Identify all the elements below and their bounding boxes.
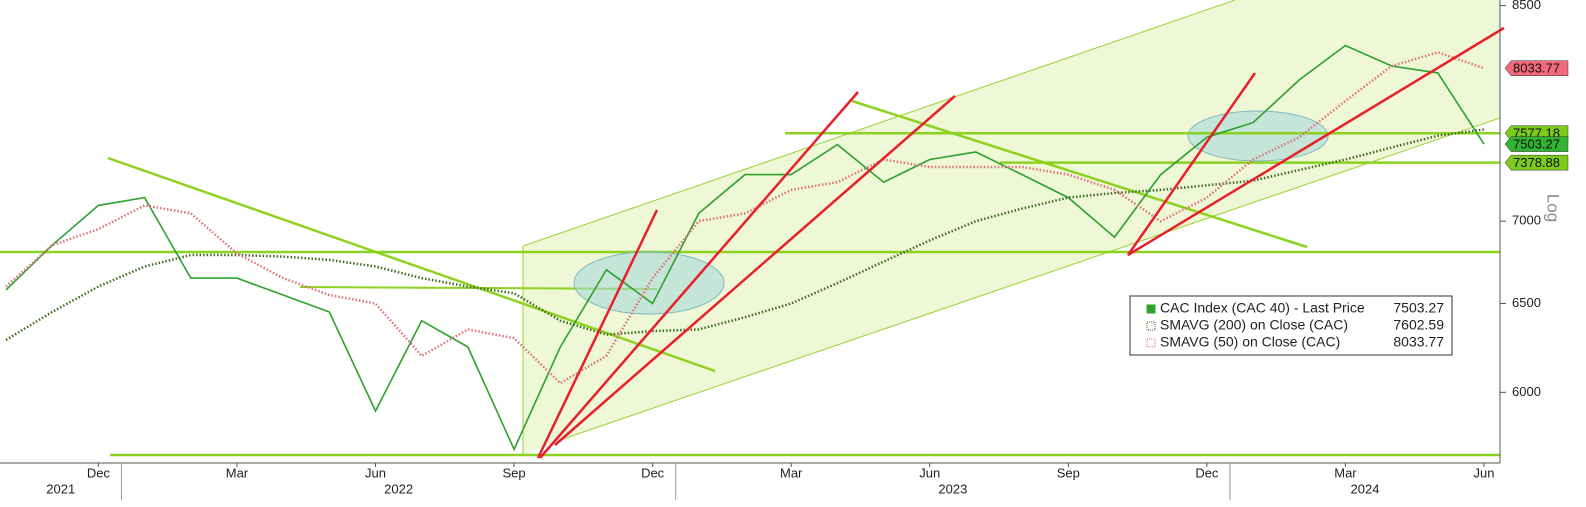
series-line (5, 128, 1485, 341)
trend-line (1126, 72, 1257, 256)
legend-label: SMAVG (200) on Close (CAC) (1160, 317, 1348, 333)
trend-line (536, 209, 659, 459)
price-tag (1504, 154, 1569, 171)
legend-swatch (1146, 321, 1156, 331)
x-tick-label: Sep (502, 465, 525, 480)
y-tick-label: 6000 (1512, 384, 1541, 399)
channel-top (522, 0, 1236, 247)
red-trend-lines (536, 26, 1505, 459)
y-tick-label: 6500 (1512, 295, 1541, 310)
highlight (1187, 110, 1329, 162)
series-line (5, 44, 1485, 452)
x-tick-label: Mar (780, 465, 803, 480)
x-tick-label: Jun (1474, 465, 1495, 480)
year-label: 2024 (1351, 481, 1380, 496)
legend-box (1129, 295, 1453, 356)
y-tick-label: 7000 (1512, 213, 1541, 228)
legend-value: 7503.27 (1393, 300, 1444, 316)
channel-bottom (559, 117, 1501, 441)
year-label: 2022 (384, 481, 413, 496)
series-line (5, 50, 1485, 385)
year-label: 2023 (938, 481, 967, 496)
legend-value: 8033.77 (1393, 334, 1444, 350)
y-axis-label: Log (1544, 194, 1563, 222)
trend-line (539, 91, 859, 459)
legend: CAC Index (CAC 40) - Last Price 7503.27 SM… (1129, 295, 1453, 356)
x-tick-label: Dec (641, 465, 665, 480)
x-tick-label: Dec (87, 465, 111, 480)
trend-line (1127, 26, 1505, 257)
price-tag-label: 7378.88 (1513, 155, 1560, 170)
channel (523, 0, 1500, 455)
year-label: 2021 (46, 481, 75, 496)
price-tag (1504, 60, 1569, 76)
legend-value: 7602.59 (1393, 317, 1444, 333)
x-tick-label: Jun (365, 465, 386, 480)
legend-swatch (1146, 338, 1156, 348)
x-tick-label: Jun (919, 465, 940, 480)
price-tag-label: 8033.77 (1513, 61, 1560, 76)
x-tick-label: Mar (226, 465, 249, 480)
y-tick-label: 8500 (1512, 0, 1541, 12)
legend-label: SMAVG (50) on Close (CAC) (1160, 334, 1340, 350)
legend-swatch (1146, 304, 1156, 314)
legend-label: CAC Index (CAC 40) - Last Price (1160, 300, 1365, 316)
x-tick-label: Mar (1334, 465, 1357, 480)
x-tick-label: Dec (1195, 465, 1219, 480)
price-tag-label: 7503.27 (1513, 137, 1560, 152)
trend-line (851, 99, 1308, 249)
trend-line (554, 95, 956, 446)
trend-line (107, 156, 716, 373)
annotations (0, 0, 1501, 457)
price-tag (1504, 136, 1569, 152)
x-tick-label: Sep (1057, 465, 1080, 480)
